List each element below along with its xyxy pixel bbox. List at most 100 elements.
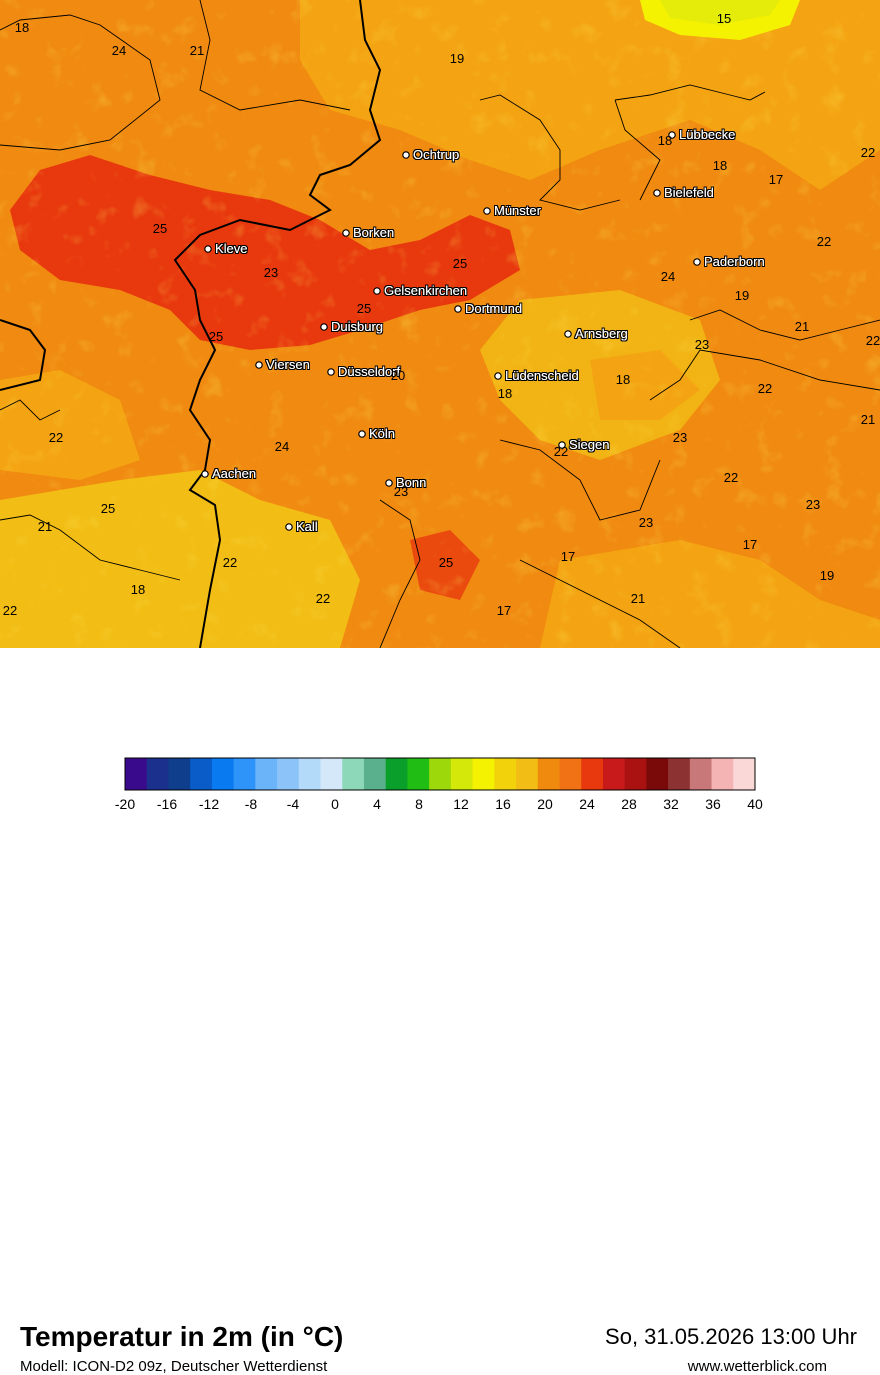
colorbar-tick-label: -20 [115,796,135,812]
city-label: Duisburg [331,319,383,334]
temperature-label: 21 [795,319,809,334]
colorbar-cell [537,758,560,790]
temperature-label: 18 [658,133,672,148]
temperature-label: 21 [631,591,645,606]
city-label: Bonn [396,475,426,490]
colorbar-tick-label: 12 [453,796,469,812]
city-marker [201,470,209,478]
temperature-label: 22 [861,145,875,160]
temperature-label: 20 [391,368,405,383]
temperature-label: 22 [724,470,738,485]
city-label: Aachen [212,466,256,481]
city-layer: Lübbecke Ochtrup Bielefeld Münster Borken Kle… [201,127,765,534]
colorbar-tick-label: 20 [537,796,553,812]
temperature-label: 22 [316,591,330,606]
temperature-label: 24 [112,43,126,58]
colorbar-tick-label: -4 [287,796,300,812]
temperature-label: 22 [866,333,880,348]
state-borders [0,0,880,648]
city-marker [285,523,293,531]
colorbar-cell [277,758,300,790]
temperature-label: 23 [264,265,278,280]
city-marker [454,305,462,313]
city-marker [564,330,572,338]
colorbar-cell [385,758,408,790]
temperature-label: 22 [817,234,831,249]
colorbar-cell [342,758,365,790]
city-marker [653,189,661,197]
temperature-label: 22 [554,444,568,459]
colorbar-cell [146,758,169,790]
city-marker [402,151,410,159]
colorbar-cell [646,758,669,790]
city-marker [693,258,701,266]
colorbar-tick-label: -16 [157,796,177,812]
colorbar-tick-label: 40 [747,796,763,812]
website-link[interactable]: www.wetterblick.com [687,1358,827,1375]
temperature-label: 18 [616,372,630,387]
temperature-label: 21 [38,519,52,534]
temperature-label: 17 [561,549,575,564]
temperature-colorbar: -20 -16 -12 -8 -4 0 4 8 12 16 20 24 28 32 36 40 [115,757,763,812]
colorbar-cell [472,758,495,790]
city-marker [255,361,263,369]
temperature-label: 22 [758,381,772,396]
city-marker [385,479,393,487]
map-title: Temperatur in 2m (in °C) [20,1321,344,1352]
temperature-label: 23 [639,515,653,530]
temperature-label: 23 [394,484,408,499]
city-label: Lüdenscheid [505,368,579,383]
colorbar-cell [211,758,235,790]
city-label: Köln [369,426,395,441]
city-label: Kall [296,519,318,534]
temperature-label: 22 [49,430,63,445]
temperature-map: Lübbecke Ochtrup Bielefeld Münster Borken Kle… [0,0,880,648]
field-texture [0,0,880,648]
temperature-label: 25 [209,329,223,344]
city-label: Siegen [569,437,609,452]
colorbar-cell [407,758,430,790]
colorbar-cell [298,758,322,790]
city-label: Münster [494,203,542,218]
colorbar-tick-label: 16 [495,796,511,812]
city-marker [483,207,491,215]
colorbar-cell [255,758,278,790]
field-yellow-top-inner [660,0,780,25]
colorbar-cell [233,758,256,790]
city-marker [358,430,366,438]
city-label: Lübbecke [679,127,735,142]
city-label: Arnsberg [575,326,628,341]
city-label: Ochtrup [413,147,459,162]
city-label: Düsseldorf [338,364,401,379]
colorbar-cell [168,758,191,790]
colorbar-cell [494,758,517,790]
city-marker [342,229,350,237]
colorbar-tick-label: 4 [373,796,381,812]
map-canvas: Lübbecke Ochtrup Bielefeld Münster Borken Kle… [0,0,880,648]
city-marker [204,245,212,253]
colorbar-tick-label: 28 [621,796,637,812]
colorbar-cell [733,758,756,790]
temperature-label: 22 [3,603,17,618]
city-label: Gelsenkirchen [384,283,467,298]
temperature-label: 23 [695,337,709,352]
colorbar-cell [450,758,474,790]
colorbar-cell [602,758,626,790]
colorbar-cell [624,758,647,790]
colorbar-cell [559,758,582,790]
temperature-label: 23 [673,430,687,445]
city-label: Borken [353,225,394,240]
colorbar-cell [125,758,148,790]
national-border [0,0,382,648]
temperature-label: 19 [450,51,464,66]
city-label: Kleve [215,241,248,256]
temperature-label: 17 [497,603,511,618]
temperature-label: 25 [357,301,371,316]
city-marker [320,323,328,331]
colorbar-cell [320,758,343,790]
colorbar-cell [516,758,539,790]
temperature-label: 24 [275,439,289,454]
temperature-label: 18 [498,386,512,401]
temperature-label: 25 [439,555,453,570]
city-label: Dortmund [465,301,522,316]
